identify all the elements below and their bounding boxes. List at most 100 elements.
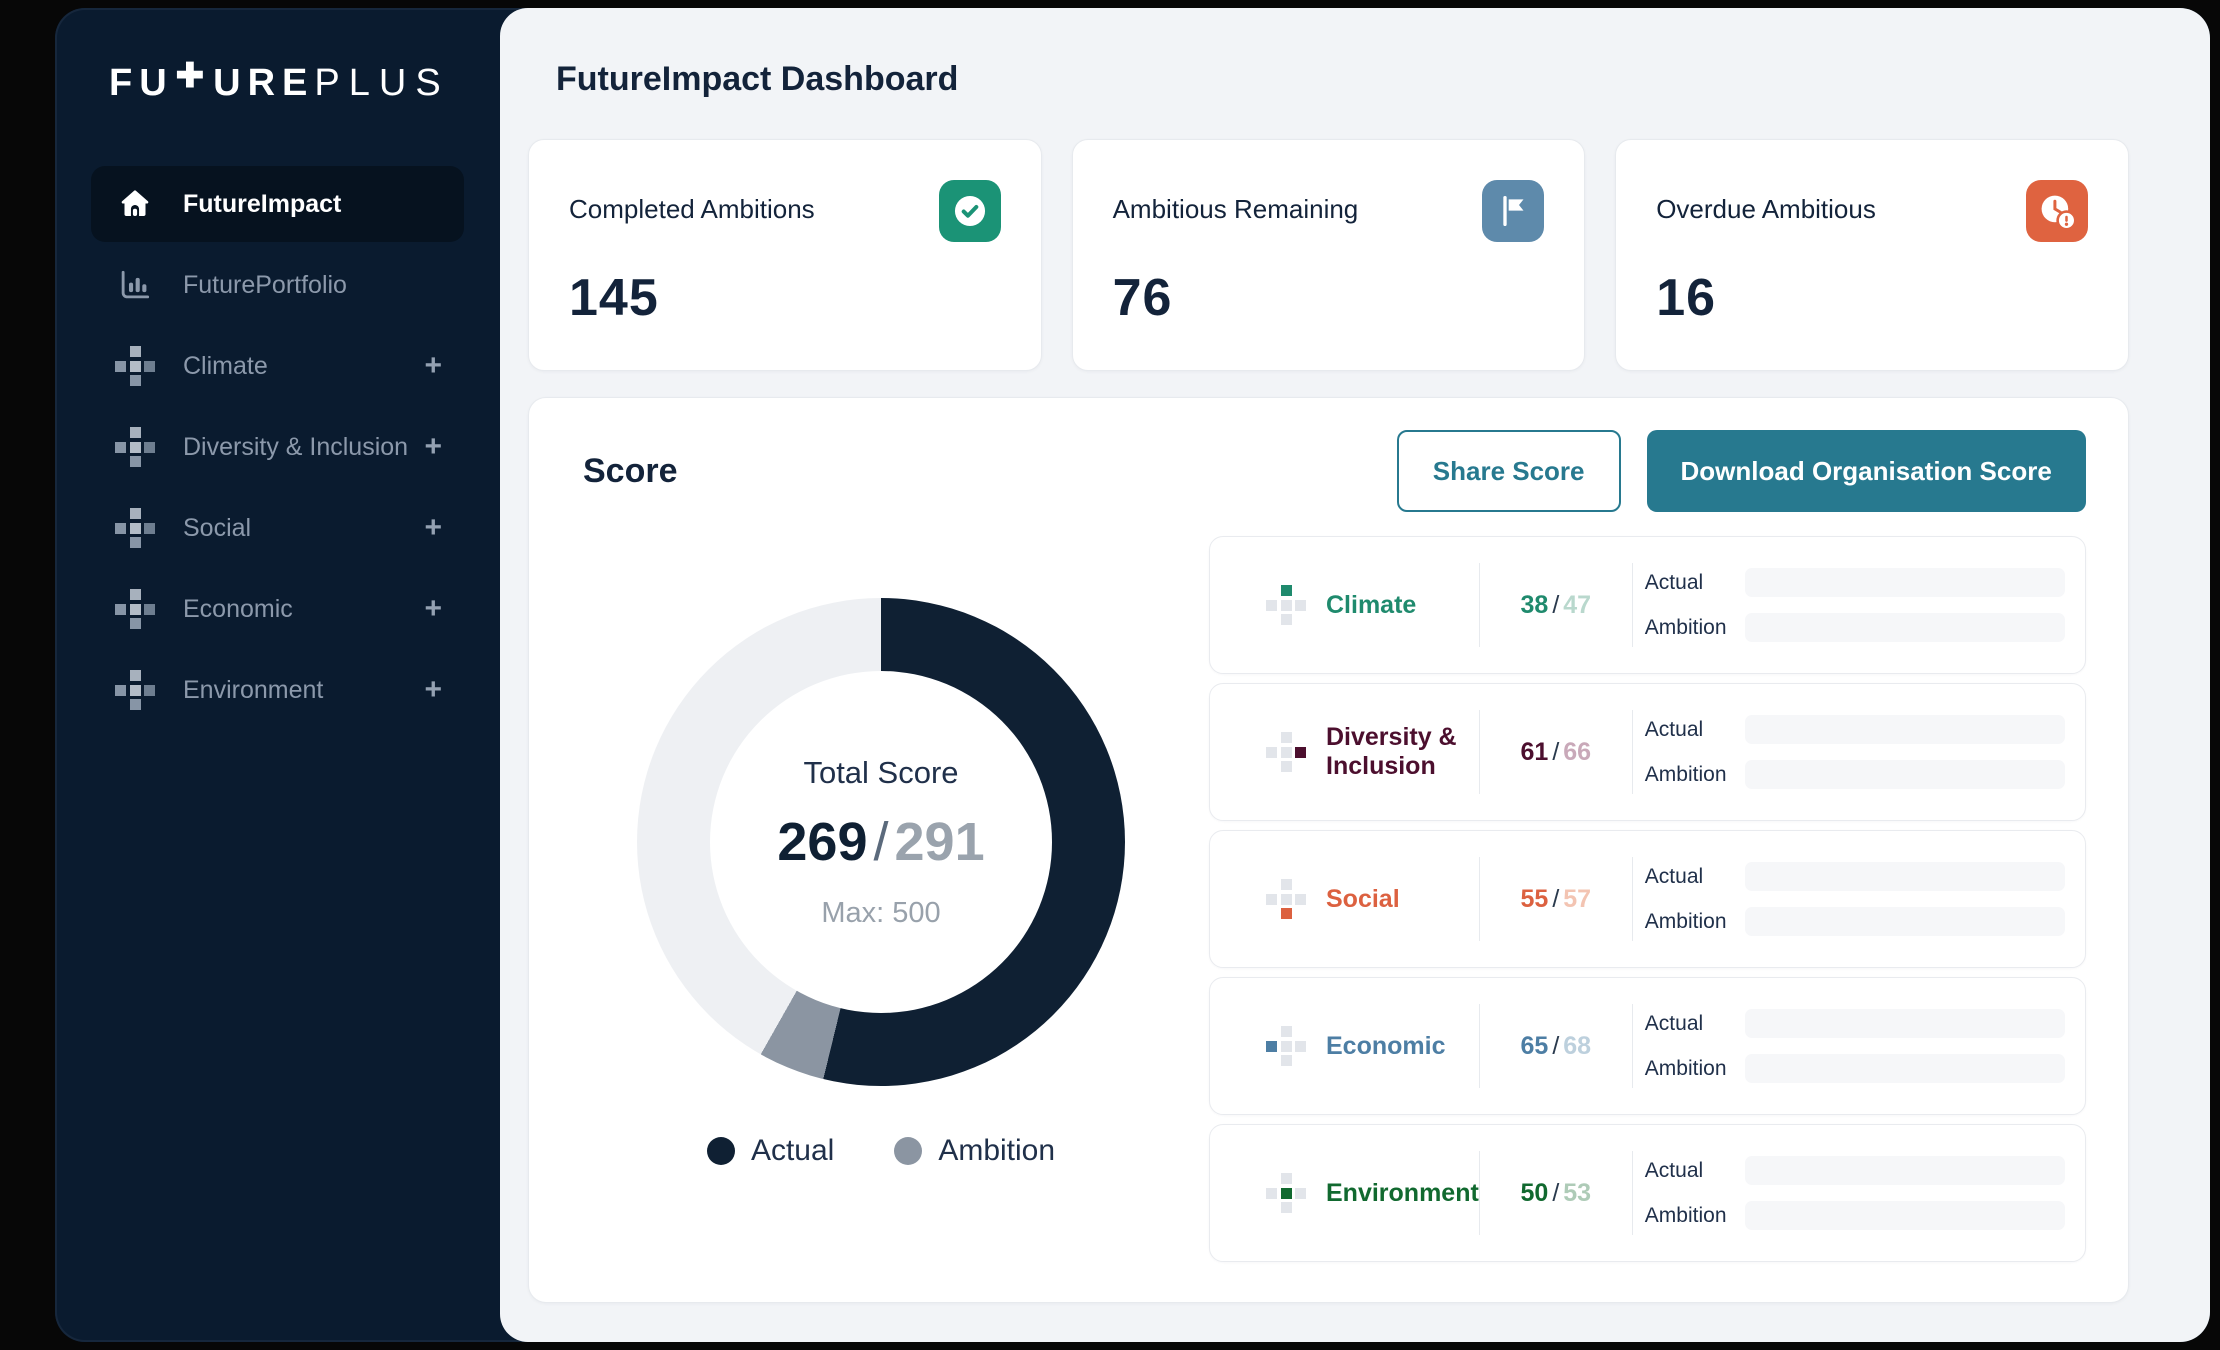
share-score-button[interactable]: Share Score — [1396, 430, 1621, 512]
actual-bar-track — [1744, 568, 2065, 597]
sidebar-item-futureimpact[interactable]: FutureImpact — [91, 166, 464, 242]
ambition-bar-track — [1744, 760, 2065, 789]
total-score-donut-chart: Total Score 269/291 Max: 500 — [637, 598, 1125, 1086]
divider — [1631, 857, 1633, 941]
total-score-ambition: 291 — [894, 811, 985, 872]
sidebar-item-label: FuturePortfolio — [183, 270, 347, 299]
ambition-bar-label: Ambition — [1644, 615, 1727, 639]
actual-bar-label: Actual — [1644, 1011, 1704, 1035]
ambition-bar-track — [1744, 907, 2065, 936]
expand-plus-icon[interactable]: + — [424, 349, 442, 382]
category-row-social[interactable]: Social 55/57 Actual Ambition — [1209, 830, 2086, 968]
divider — [1478, 1004, 1480, 1088]
stat-cards-row: Completed Ambitions 145 Ambitious Remain… — [528, 139, 2129, 371]
main-content: FutureImpact Dashboard Completed Ambitio… — [500, 8, 2210, 1342]
pixel-plus-icon — [113, 344, 157, 388]
download-organisation-score-button[interactable]: Download Organisation Score — [1646, 430, 2086, 512]
category-score: 65/68 — [1480, 1032, 1632, 1061]
sidebar-item-futureportfolio[interactable]: FuturePortfolio — [91, 247, 464, 323]
donut-legend: Actual Ambition — [706, 1134, 1055, 1168]
score-separator: / — [1552, 884, 1560, 913]
max-score-note: Max: 500 — [821, 896, 941, 929]
category-row-diversity-inclusion[interactable]: Diversity & Inclusion 61/66 Actual Ambit… — [1209, 683, 2086, 821]
legend-actual: Actual — [706, 1134, 835, 1168]
stat-label: Ambitious Remaining — [1112, 194, 1359, 224]
score-section-title: Score — [583, 451, 678, 490]
expand-plus-icon[interactable]: + — [424, 430, 442, 463]
category-row-climate[interactable]: Climate 38/47 Actual Ambition — [1209, 536, 2086, 674]
expand-plus-icon[interactable]: + — [424, 592, 442, 625]
divider — [1478, 857, 1480, 941]
actual-bar-label: Actual — [1644, 570, 1704, 594]
divider — [1478, 1151, 1480, 1235]
logo-text: FU — [109, 62, 174, 104]
pixel-plus-icon — [113, 668, 157, 712]
pixel-plus-icon — [113, 425, 157, 469]
home-icon — [113, 182, 157, 226]
total-score-title: Total Score — [803, 754, 959, 790]
sidebar-item-label: Economic — [183, 594, 293, 623]
flag-icon — [1482, 180, 1545, 242]
sidebar-item-label: Diversity & Inclusion — [183, 432, 409, 461]
legend-ambition: Ambition — [894, 1134, 1055, 1168]
expand-plus-icon[interactable]: + — [424, 511, 442, 544]
clock-alert-icon — [2025, 180, 2088, 242]
category-actual-value: 55 — [1520, 884, 1549, 913]
stat-label: Overdue Ambitious — [1656, 194, 1876, 224]
pixel-plus-icon — [1266, 879, 1306, 919]
sidebar-item-diversity-inclusion[interactable]: Diversity & Inclusion + — [91, 409, 464, 485]
divider — [1631, 710, 1633, 794]
category-label: Climate — [1326, 590, 1417, 619]
category-bars: Actual Ambition — [1633, 1156, 2085, 1230]
sidebar-item-label: FutureImpact — [183, 189, 342, 218]
ambition-bar-track — [1744, 613, 2065, 642]
pixel-plus-icon — [1266, 1173, 1306, 1213]
score-separator: / — [873, 811, 889, 872]
ambition-bar-label: Ambition — [1644, 1056, 1727, 1080]
category-row-economic[interactable]: Economic 65/68 Actual Ambition — [1209, 977, 2086, 1115]
legend-label: Actual — [750, 1134, 835, 1167]
category-actual-value: 61 — [1520, 737, 1549, 766]
category-label: Diversity & Inclusion — [1326, 723, 1457, 780]
score-panel: Score Share Score Download Organisation … — [528, 397, 2129, 1303]
actual-bar-label: Actual — [1644, 1158, 1704, 1182]
category-row-environment[interactable]: Environment 50/53 Actual Ambition — [1209, 1124, 2086, 1262]
category-label: Social — [1326, 884, 1400, 913]
expand-plus-icon[interactable]: + — [424, 673, 442, 706]
score-separator: / — [1552, 737, 1560, 766]
category-ambition-value: 57 — [1563, 884, 1592, 913]
sidebar-item-climate[interactable]: Climate + — [91, 328, 464, 404]
score-separator: / — [1552, 1031, 1560, 1060]
stat-value: 16 — [1656, 269, 1717, 327]
category-ambition-value: 68 — [1563, 1031, 1592, 1060]
divider — [1478, 710, 1480, 794]
app-window: FU ✚ URE PLUS FutureImpact FuturePortfolio … — [55, 8, 2210, 1342]
legend-label: Ambition — [938, 1134, 1056, 1167]
sidebar-item-label: Social — [183, 513, 252, 542]
stat-label: Completed Ambitions — [569, 194, 815, 224]
pixel-plus-icon — [113, 506, 157, 550]
category-label: Environment — [1326, 1178, 1479, 1207]
sidebar: FU ✚ URE PLUS FutureImpact FuturePortfolio … — [55, 8, 500, 1342]
pixel-plus-icon — [113, 587, 157, 631]
check-circle-icon — [938, 180, 1001, 242]
category-label: Economic — [1326, 1031, 1446, 1060]
actual-bar-label: Actual — [1644, 717, 1704, 741]
category-score: 38/47 — [1480, 591, 1632, 620]
category-actual-value: 38 — [1520, 590, 1549, 619]
category-ambition-value: 53 — [1563, 1178, 1592, 1207]
actual-bar-track — [1744, 862, 2065, 891]
sidebar-item-economic[interactable]: Economic + — [91, 571, 464, 647]
pixel-plus-icon — [1266, 732, 1306, 772]
divider — [1478, 563, 1480, 647]
ambition-bar-label: Ambition — [1644, 909, 1727, 933]
category-actual-value: 50 — [1520, 1178, 1549, 1207]
pixel-plus-icon — [1266, 1026, 1306, 1066]
ambition-bar-label: Ambition — [1644, 1203, 1727, 1227]
sidebar-item-social[interactable]: Social + — [91, 490, 464, 566]
category-score: 61/66 — [1480, 738, 1632, 767]
sidebar-item-environment[interactable]: Environment + — [91, 652, 464, 728]
category-scores-list: Climate 38/47 Actual Ambition Di — [1209, 536, 2086, 1262]
category-bars: Actual Ambition — [1633, 862, 2085, 936]
page-title: FutureImpact Dashboard — [556, 60, 959, 98]
